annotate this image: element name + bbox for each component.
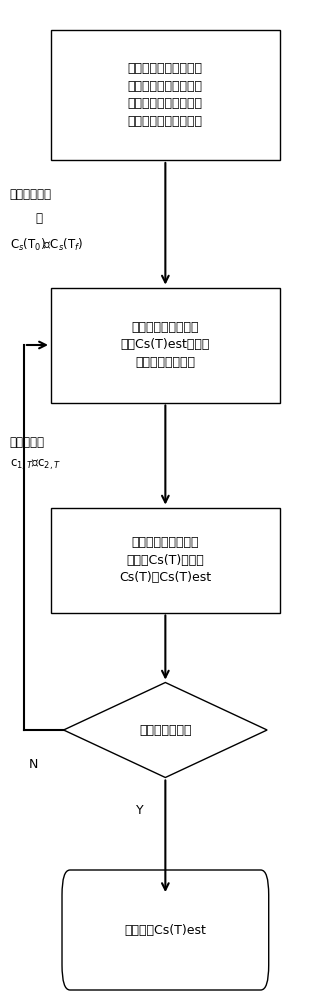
Text: Y: Y <box>136 804 144 816</box>
Text: C$_s$(T$_0$)、C$_s$(T$_f$): C$_s$(T$_0$)、C$_s$(T$_f$) <box>10 237 83 253</box>
Text: 和: 和 <box>35 212 42 225</box>
FancyBboxPatch shape <box>51 288 280 402</box>
FancyBboxPatch shape <box>51 508 280 612</box>
Text: 设计估算比热容温度
函数Cs(T)est，并计
算反应物动态浓度: 设计估算比热容温度 函数Cs(T)est，并计 算反应物动态浓度 <box>121 321 210 369</box>
Text: 两侧反应数据: 两侧反应数据 <box>10 188 52 202</box>
Polygon shape <box>64 682 267 778</box>
Text: c$_{1,T}$、c$_{2,T}$: c$_{1,T}$、c$_{2,T}$ <box>10 458 60 472</box>
Text: 向绝热侧和对照侧样品
池中放入种类、质量、
浓度完全相同的样品，
并进行反应量热实验。: 向绝热侧和对照侧样品 池中放入种类、质量、 浓度完全相同的样品， 并进行反应量热… <box>128 62 203 128</box>
Text: 误差达到最小？: 误差达到最小？ <box>139 724 192 736</box>
Text: N: N <box>29 758 38 772</box>
Text: 反应数据和: 反应数据和 <box>10 436 45 448</box>
FancyBboxPatch shape <box>62 870 269 990</box>
Text: 得到最终Cs(T)est: 得到最终Cs(T)est <box>124 924 206 936</box>
FancyBboxPatch shape <box>51 30 280 160</box>
Text: 得到比热容温度函数
计算式Cs(T)，比较
Cs(T)与Cs(T)est: 得到比热容温度函数 计算式Cs(T)，比较 Cs(T)与Cs(T)est <box>119 536 211 584</box>
